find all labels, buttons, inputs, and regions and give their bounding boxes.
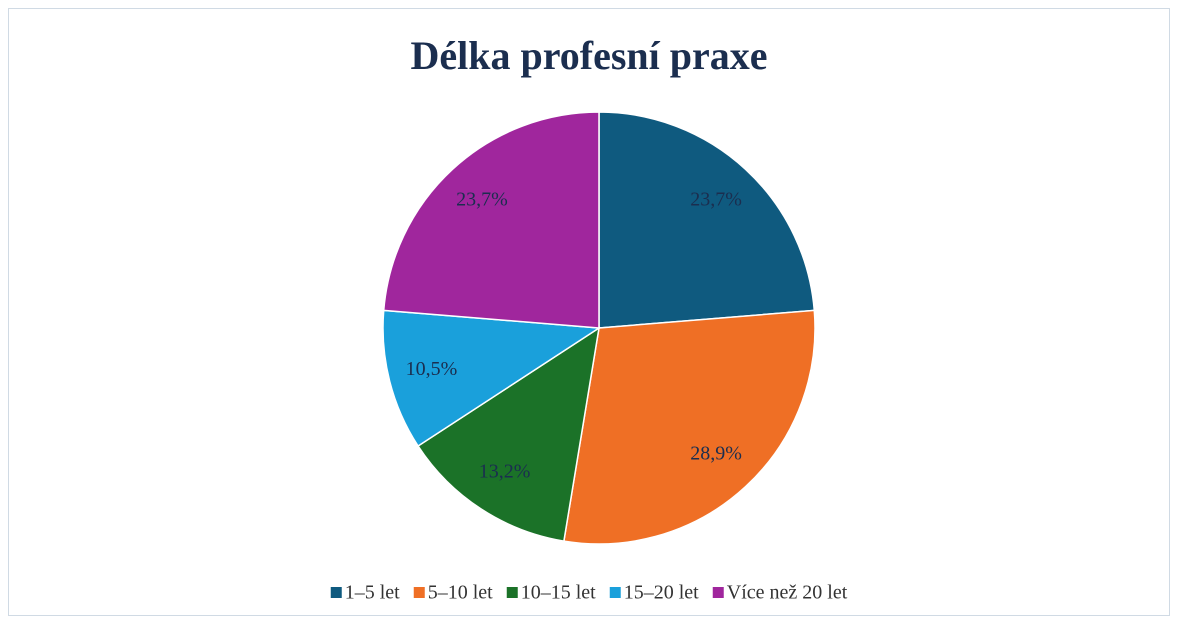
legend-swatch [712, 587, 724, 598]
legend-swatch [609, 587, 621, 598]
legend-label: 5–10 let [428, 582, 493, 604]
pie-slice [563, 309, 816, 545]
data-label: 13,2% [479, 460, 531, 482]
legend-label: 10–15 let [521, 582, 596, 604]
data-label: 23,7% [690, 189, 742, 211]
legend-swatch [330, 587, 342, 598]
pie-slice [417, 326, 601, 542]
pie-slice [598, 111, 816, 329]
chart-title: Délka profesní praxe [410, 33, 767, 78]
legend-label: Více než 20 let [727, 582, 848, 604]
data-label: 28,9% [690, 443, 742, 465]
data-label: 10,5% [406, 358, 458, 380]
legend: 1–5 let 5–10 let 10–15 let 15–20 let Více ne… [330, 582, 848, 604]
pie-slice [382, 111, 600, 329]
legend-swatch [506, 587, 518, 598]
legend-swatch [413, 587, 425, 598]
legend-label: 1–5 let [345, 582, 400, 604]
pie-slice [382, 309, 602, 448]
data-label: 23,7% [456, 189, 508, 211]
legend-label: 15–20 let [624, 582, 699, 604]
